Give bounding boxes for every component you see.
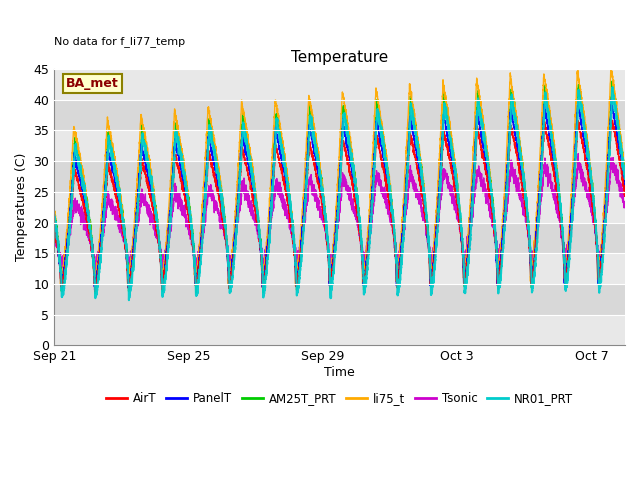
Title: Temperature: Temperature: [291, 50, 388, 65]
Y-axis label: Temperatures (C): Temperatures (C): [15, 153, 28, 262]
Legend: AirT, PanelT, AM25T_PRT, li75_t, Tsonic, NR01_PRT: AirT, PanelT, AM25T_PRT, li75_t, Tsonic,…: [101, 387, 578, 410]
Bar: [54, 223, 625, 253]
X-axis label: Time: Time: [324, 366, 355, 379]
Text: BA_met: BA_met: [66, 77, 118, 90]
Bar: [54, 100, 625, 131]
Bar: [54, 161, 625, 192]
Bar: [54, 284, 625, 315]
Text: No data for f_li77_temp: No data for f_li77_temp: [54, 36, 186, 47]
